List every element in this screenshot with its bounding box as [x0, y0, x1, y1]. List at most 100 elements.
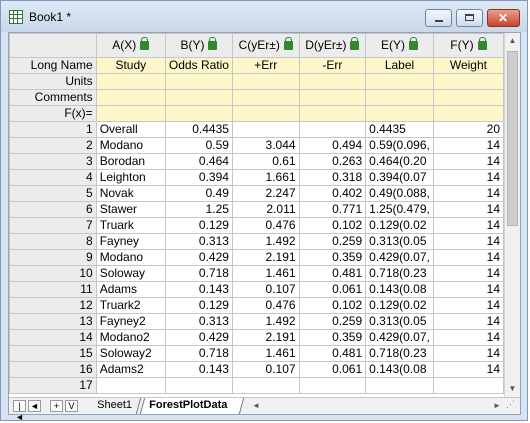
- data-cell[interactable]: 0.402: [298, 185, 367, 202]
- data-cell[interactable]: 0.476: [231, 297, 300, 314]
- horizontal-scrollbar[interactable]: ◄ ►: [249, 399, 504, 413]
- data-cell[interactable]: 2.247: [231, 185, 300, 202]
- data-cell[interactable]: Novak: [95, 185, 166, 202]
- meta-cell[interactable]: [432, 73, 504, 90]
- data-cell[interactable]: 14: [432, 233, 504, 250]
- data-cell[interactable]: Fayney2: [95, 313, 166, 330]
- meta-cell[interactable]: +Err: [231, 57, 300, 74]
- row-number[interactable]: 16: [9, 361, 97, 378]
- meta-cell[interactable]: -Err: [298, 57, 367, 74]
- data-cell[interactable]: [95, 377, 166, 394]
- data-cell[interactable]: 0.464(0.20: [365, 153, 434, 170]
- row-number[interactable]: 8: [9, 233, 97, 250]
- data-cell[interactable]: 14: [432, 329, 504, 346]
- minimize-button[interactable]: [425, 9, 452, 27]
- data-cell[interactable]: 0.061: [298, 281, 367, 298]
- data-cell[interactable]: 2.191: [231, 249, 300, 266]
- data-cell[interactable]: 0.259: [298, 313, 367, 330]
- data-cell[interactable]: Borodan: [95, 153, 166, 170]
- data-cell[interactable]: 0.102: [298, 217, 367, 234]
- meta-row-label[interactable]: Units: [9, 73, 97, 90]
- data-cell[interactable]: 0.129(0.02: [365, 217, 434, 234]
- scroll-right-icon[interactable]: ►: [493, 401, 501, 410]
- row-number[interactable]: 14: [9, 329, 97, 346]
- meta-cell[interactable]: [95, 89, 166, 106]
- data-cell[interactable]: 1.25(0.479,: [365, 201, 434, 218]
- data-cell[interactable]: 0.429: [164, 249, 233, 266]
- column-header[interactable]: B(Y): [164, 33, 233, 58]
- meta-cell[interactable]: [95, 73, 166, 90]
- data-cell[interactable]: 14: [432, 265, 504, 282]
- meta-cell[interactable]: Odds Ratio: [164, 57, 233, 74]
- meta-cell[interactable]: [365, 89, 434, 106]
- data-cell[interactable]: Truark2: [95, 297, 166, 314]
- meta-cell[interactable]: [231, 105, 300, 122]
- vertical-scrollbar[interactable]: ▲ ▼: [504, 33, 520, 397]
- sheet-list-button[interactable]: V: [65, 400, 78, 412]
- scroll-up-icon[interactable]: ▲: [508, 36, 517, 45]
- tab-sheet1[interactable]: Sheet1: [88, 398, 142, 414]
- meta-row-label[interactable]: Comments: [9, 89, 97, 106]
- meta-cell[interactable]: [432, 105, 504, 122]
- data-cell[interactable]: Fayney: [95, 233, 166, 250]
- data-cell[interactable]: 0.143(0.08: [365, 281, 434, 298]
- row-number[interactable]: 15: [9, 345, 97, 362]
- data-cell[interactable]: 0.102: [298, 297, 367, 314]
- meta-cell[interactable]: [231, 89, 300, 106]
- data-cell[interactable]: [231, 121, 300, 138]
- row-number[interactable]: 17: [9, 377, 97, 394]
- corner-cell[interactable]: [9, 33, 97, 58]
- column-header[interactable]: E(Y): [365, 33, 434, 58]
- row-number[interactable]: 9: [9, 249, 97, 266]
- row-number[interactable]: 7: [9, 217, 97, 234]
- data-cell[interactable]: [298, 121, 367, 138]
- maximize-button[interactable]: [456, 9, 483, 27]
- data-cell[interactable]: 0.429: [164, 329, 233, 346]
- meta-cell[interactable]: [164, 89, 233, 106]
- data-cell[interactable]: 14: [432, 169, 504, 186]
- data-cell[interactable]: 2.011: [231, 201, 300, 218]
- data-cell[interactable]: 14: [432, 201, 504, 218]
- data-cell[interactable]: [432, 377, 504, 394]
- data-cell[interactable]: 0.129: [164, 297, 233, 314]
- data-cell[interactable]: 0.481: [298, 265, 367, 282]
- data-cell[interactable]: 0.313(0.05: [365, 233, 434, 250]
- data-cell[interactable]: [231, 377, 300, 394]
- row-number[interactable]: 3: [9, 153, 97, 170]
- meta-cell[interactable]: [432, 89, 504, 106]
- data-cell[interactable]: 0.718: [164, 345, 233, 362]
- data-cell[interactable]: [164, 377, 233, 394]
- data-cell[interactable]: 0.49(0.088,: [365, 185, 434, 202]
- data-cell[interactable]: Modano: [95, 137, 166, 154]
- data-cell[interactable]: 3.044: [231, 137, 300, 154]
- data-cell[interactable]: 0.476: [231, 217, 300, 234]
- data-cell[interactable]: 0.59(0.096,: [365, 137, 434, 154]
- column-header[interactable]: D(yEr±): [298, 33, 367, 58]
- data-cell[interactable]: Stawer: [95, 201, 166, 218]
- data-cell[interactable]: 2.191: [231, 329, 300, 346]
- meta-cell[interactable]: Weight: [432, 57, 504, 74]
- meta-cell[interactable]: [365, 73, 434, 90]
- data-cell[interactable]: 1.492: [231, 233, 300, 250]
- data-cell[interactable]: 0.429(0.07,: [365, 329, 434, 346]
- row-number[interactable]: 5: [9, 185, 97, 202]
- data-cell[interactable]: 14: [432, 153, 504, 170]
- data-cell[interactable]: 14: [432, 185, 504, 202]
- meta-row-label[interactable]: Long Name: [9, 57, 97, 74]
- meta-row-label[interactable]: F(x)=: [9, 105, 97, 122]
- row-number[interactable]: 1: [9, 121, 97, 138]
- data-cell[interactable]: 0.771: [298, 201, 367, 218]
- row-number[interactable]: 11: [9, 281, 97, 298]
- data-cell[interactable]: 0.394: [164, 169, 233, 186]
- data-cell[interactable]: Adams: [95, 281, 166, 298]
- data-cell[interactable]: 1.661: [231, 169, 300, 186]
- title-bar[interactable]: Book1 * ✕: [1, 1, 527, 32]
- resize-grip-icon[interactable]: ⋰: [506, 399, 515, 409]
- data-cell[interactable]: [365, 377, 434, 394]
- data-cell[interactable]: 14: [432, 217, 504, 234]
- data-cell[interactable]: 14: [432, 345, 504, 362]
- meta-cell[interactable]: [164, 73, 233, 90]
- data-cell[interactable]: 0.464: [164, 153, 233, 170]
- scroll-left-icon[interactable]: ◄: [252, 401, 260, 410]
- data-cell[interactable]: 20: [432, 121, 504, 138]
